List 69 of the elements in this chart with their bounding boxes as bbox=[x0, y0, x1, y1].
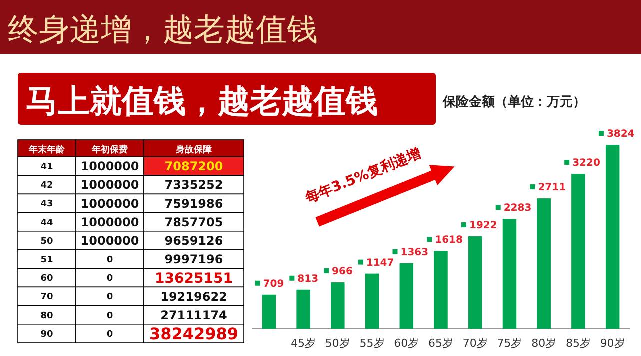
x-tick-label: 70岁 bbox=[462, 337, 488, 350]
annotation: 每年3.5%复利递增 bbox=[302, 144, 424, 208]
bar bbox=[400, 263, 414, 329]
bar bbox=[331, 282, 345, 329]
x-tick-label: 45岁 bbox=[291, 337, 316, 350]
bar bbox=[502, 219, 517, 329]
text: 9997196 bbox=[164, 252, 224, 267]
text: 7335252 bbox=[164, 178, 224, 192]
bar bbox=[434, 251, 448, 329]
data-label: 2711 bbox=[538, 182, 566, 194]
text: 19219622 bbox=[160, 290, 228, 304]
data-label: 813 bbox=[298, 274, 319, 285]
data-label: 3824 bbox=[606, 129, 635, 140]
text: 1000000 bbox=[80, 178, 140, 192]
x-tick-label: 75岁 bbox=[497, 337, 522, 350]
text: 90 bbox=[40, 330, 54, 340]
text: 50 bbox=[40, 236, 54, 247]
bar bbox=[606, 145, 620, 329]
x-tick-label: 65岁 bbox=[428, 337, 454, 350]
data-label: 966 bbox=[332, 266, 353, 278]
text: 1000000 bbox=[80, 234, 140, 248]
text: 51 bbox=[40, 256, 54, 266]
data-label: 709 bbox=[263, 278, 284, 290]
data-label: 1147 bbox=[366, 258, 394, 269]
text: 0 bbox=[106, 330, 114, 340]
text: 0 bbox=[106, 256, 114, 266]
data-label: 3220 bbox=[572, 158, 600, 170]
bar bbox=[537, 198, 551, 329]
text: 1000000 bbox=[80, 160, 140, 174]
text: 41 bbox=[40, 162, 54, 173]
text: 1000000 bbox=[80, 215, 140, 230]
text: 9659126 bbox=[164, 234, 224, 248]
text: 44 bbox=[40, 218, 54, 228]
text: 马上就值钱，越老越值钱 bbox=[26, 82, 378, 120]
text: 7087200 bbox=[164, 160, 224, 174]
text: 0 bbox=[106, 274, 114, 284]
text: 7591986 bbox=[164, 196, 224, 211]
category-label: 身故保障 bbox=[175, 144, 212, 156]
text: 13625151 bbox=[155, 270, 233, 287]
text: 0 bbox=[106, 311, 114, 322]
data-label: 1618 bbox=[435, 235, 463, 246]
text: 70 bbox=[40, 292, 54, 303]
x-tick-label: 55岁 bbox=[360, 337, 385, 350]
text: 80 bbox=[40, 311, 54, 322]
chart-title: 保险金额（单位：万元） bbox=[442, 94, 586, 110]
bar bbox=[365, 274, 380, 329]
x-tick-label: 60岁 bbox=[394, 337, 420, 350]
text: 60 bbox=[40, 274, 54, 284]
x-tick-label: 80岁 bbox=[532, 337, 557, 350]
text: 0 bbox=[106, 292, 114, 303]
text: 38242989 bbox=[149, 324, 239, 344]
data-label: 2283 bbox=[504, 203, 532, 214]
text: 43 bbox=[40, 200, 54, 210]
bar bbox=[468, 236, 482, 329]
data-label: 1363 bbox=[400, 247, 429, 258]
text: 1000000 bbox=[80, 196, 140, 211]
category-label: 年初保费 bbox=[91, 144, 128, 156]
text: 终身递增，越老越值钱 bbox=[8, 12, 318, 48]
x-tick-label: 50岁 bbox=[325, 337, 350, 350]
x-tick-label: 85岁 bbox=[566, 337, 591, 350]
bar bbox=[296, 290, 310, 329]
text: 27111174 bbox=[160, 308, 228, 322]
bar bbox=[262, 294, 276, 329]
data-label: 1922 bbox=[469, 220, 498, 232]
text: 7857705 bbox=[164, 215, 224, 230]
bar bbox=[572, 174, 586, 329]
x-tick-label: 90岁 bbox=[600, 337, 626, 350]
category-label: 年末年龄 bbox=[28, 144, 66, 156]
text: 42 bbox=[40, 181, 54, 192]
